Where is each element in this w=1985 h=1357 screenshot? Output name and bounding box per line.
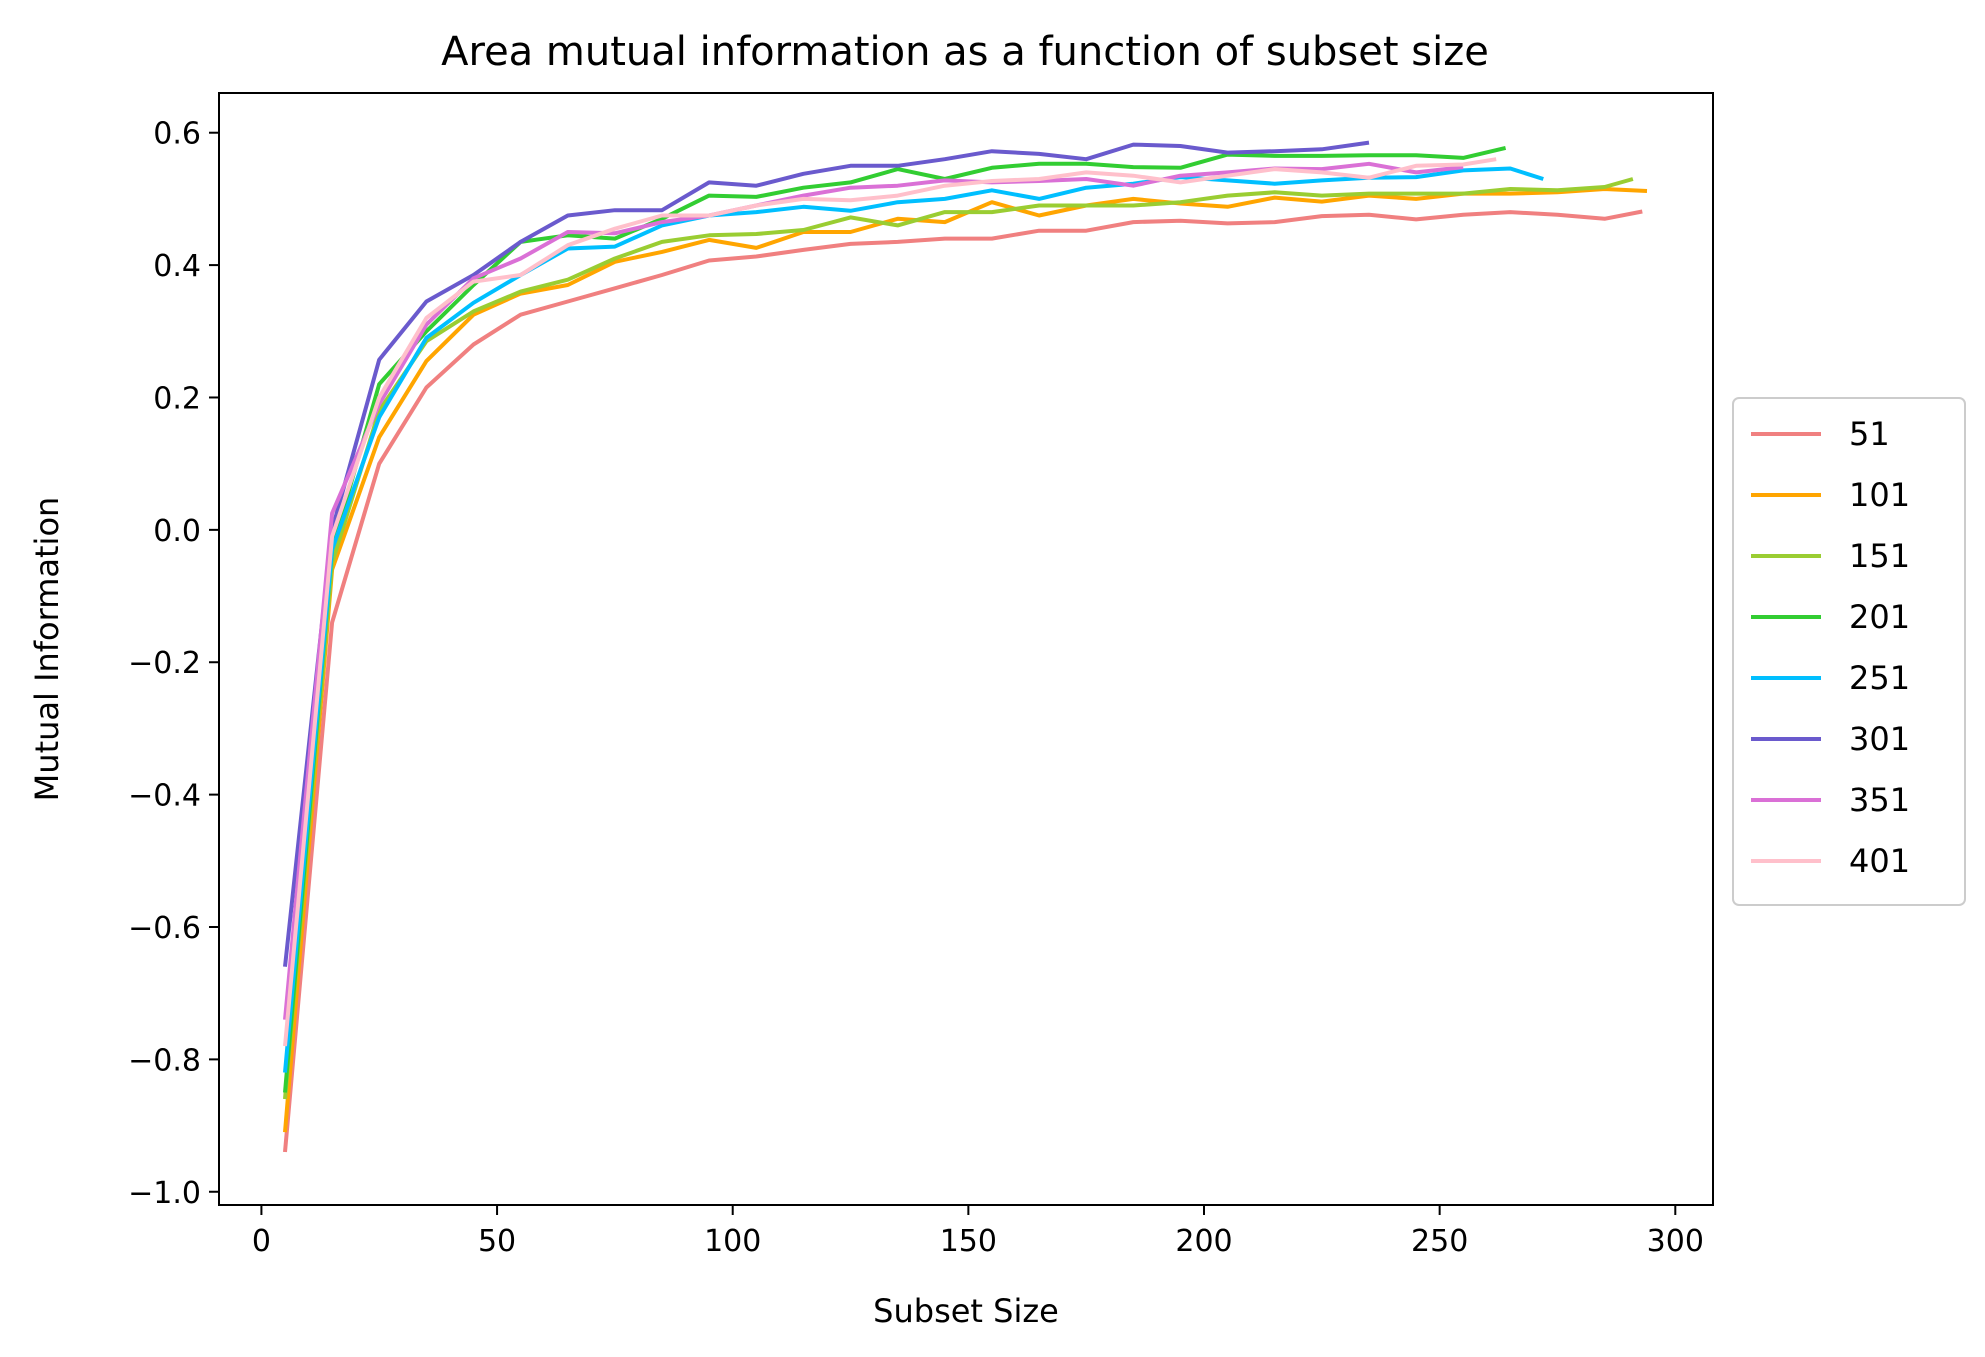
series-line-251 <box>283 166 1544 1073</box>
y-tick-label: −0.6 <box>128 911 201 946</box>
y-tick-label: 0.2 <box>153 381 201 416</box>
x-tick-label: 150 <box>940 1224 997 1259</box>
y-tick-label: −1.0 <box>128 1176 201 1211</box>
y-tick-label: −0.2 <box>128 646 201 681</box>
y-tick-label: 0.4 <box>153 249 201 284</box>
legend-label-401: 401 <box>1849 842 1910 880</box>
series-layer <box>283 140 1648 1153</box>
series-line-401 <box>283 157 1497 1047</box>
x-axis-title: Subset Size <box>873 1292 1059 1330</box>
legend-label-51: 51 <box>1849 415 1890 453</box>
x-tick-label: 250 <box>1411 1224 1468 1259</box>
series-line-201 <box>283 145 1507 1093</box>
y-tick-label: −0.8 <box>128 1043 201 1078</box>
legend-label-101: 101 <box>1849 476 1910 514</box>
series-line-51 <box>283 209 1643 1153</box>
x-tick-label: 50 <box>478 1224 516 1259</box>
x-axis: 0 50 100 150 200 250 300 <box>252 1205 1704 1259</box>
y-axis-title: Mutual Information <box>28 497 66 802</box>
series-line-151 <box>283 177 1634 1100</box>
plot-frame <box>218 92 1714 1206</box>
chart-title: Area mutual information as a function of… <box>441 29 1489 75</box>
y-axis: −1.0 −0.8 −0.6 −0.4 −0.2 0.0 0.2 0.4 0.6 <box>128 117 219 1211</box>
x-tick-label: 100 <box>704 1224 761 1259</box>
x-tick-label: 0 <box>252 1224 271 1259</box>
y-tick-label: 0.0 <box>153 514 201 549</box>
plot-area <box>218 92 1714 1206</box>
y-tick-label: −0.4 <box>128 779 201 814</box>
legend-box <box>1732 397 1966 906</box>
x-tick-label: 300 <box>1647 1224 1704 1259</box>
legend-label-201: 201 <box>1849 598 1910 636</box>
x-tick-label: 200 <box>1175 1224 1232 1259</box>
legend: 51 101 151 201 251 301 351 401 <box>1732 397 1966 906</box>
legend-label-251: 251 <box>1849 659 1910 697</box>
y-tick-label: 0.6 <box>153 117 201 152</box>
series-line-301 <box>283 140 1370 967</box>
legend-label-351: 351 <box>1849 781 1910 819</box>
series-line-101 <box>283 187 1648 1133</box>
legend-label-301: 301 <box>1849 720 1910 758</box>
legend-label-151: 151 <box>1849 537 1910 575</box>
